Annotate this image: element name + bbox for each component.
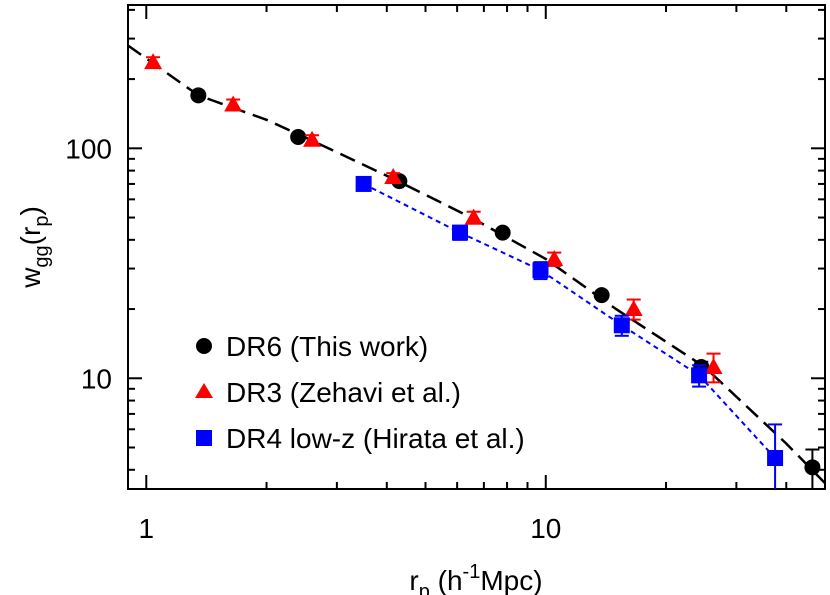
point-dr3 <box>303 130 322 147</box>
point-dr3 <box>224 95 243 112</box>
point-dr4 <box>355 175 372 192</box>
data-points <box>144 53 821 489</box>
point-dr6 <box>190 87 207 104</box>
legend-label-dr3: DR3 (Zehavi et al.) <box>226 377 461 408</box>
legend-marker-dr6 <box>196 338 212 354</box>
point-dr6 <box>290 129 307 146</box>
tick-labels: 1 10 10 100 <box>65 133 561 544</box>
point-dr4 <box>691 367 708 384</box>
point-dr3 <box>624 300 643 317</box>
x-tick-label: 1 <box>138 513 154 544</box>
point-dr3 <box>545 250 564 267</box>
point-dr6 <box>494 224 511 241</box>
point-dr6 <box>804 459 821 476</box>
plot-frame <box>127 4 826 490</box>
legend-label-dr6: DR6 (This work) <box>226 331 428 362</box>
point-dr4 <box>532 262 549 279</box>
point-dr6 <box>593 287 610 304</box>
y-tick-label: 100 <box>65 133 112 164</box>
point-dr3 <box>144 53 163 70</box>
point-dr4 <box>767 450 784 467</box>
axis-ticks <box>127 5 826 489</box>
point-dr3 <box>464 208 483 225</box>
y-axis-label: wgg(rp) <box>15 206 53 289</box>
x-axis-label: rp (h-1Mpc) <box>409 561 542 595</box>
y-tick-label: 10 <box>81 363 112 394</box>
legend-marker-dr3 <box>195 383 213 398</box>
fit-line-dotted <box>363 183 776 459</box>
point-dr4 <box>613 317 630 334</box>
legend-label-dr4: DR4 low-z (Hirata et al.) <box>226 423 525 454</box>
x-tick-label: 10 <box>530 513 561 544</box>
legend-marker-dr4 <box>196 430 212 446</box>
point-dr3 <box>384 168 403 185</box>
legend: DR6 (This work) DR3 (Zehavi et al.) DR4 … <box>195 331 525 454</box>
point-dr4 <box>452 224 469 241</box>
point-dr3 <box>704 357 723 374</box>
